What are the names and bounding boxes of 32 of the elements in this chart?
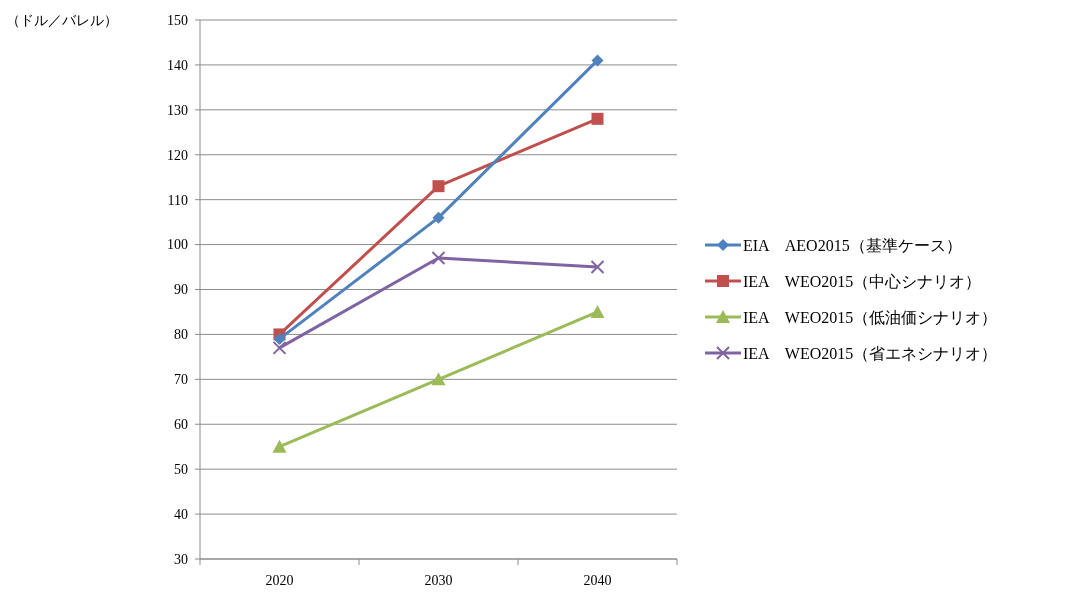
y-tick-label: 140: [167, 57, 188, 73]
y-axis-title: （ドル／バレル）: [6, 12, 118, 28]
y-tick-label: 150: [167, 12, 188, 28]
x-tick-label: 2020: [265, 573, 294, 588]
legend-label: EIA AEO2015（基準ケース）: [743, 236, 962, 254]
point: [432, 211, 445, 224]
y-tick-label: 90: [174, 282, 188, 298]
point: [431, 372, 446, 386]
legend-label: IEA WEO2015（省エネシナリオ）: [743, 344, 998, 362]
y-tick-label: 110: [167, 192, 188, 208]
point: [431, 251, 446, 266]
y-tick-label: 80: [174, 327, 188, 343]
legend-label: IEA WEO2015（低油価シナリオ）: [743, 308, 998, 326]
y-tick-label: 130: [167, 102, 188, 118]
point: [272, 439, 287, 453]
point: [591, 54, 604, 67]
x-tick-label: 2030: [424, 573, 453, 588]
point: [272, 340, 287, 355]
legend-label: IEA WEO2015（中心シナリオ）: [743, 272, 982, 290]
point: [432, 180, 445, 193]
point: [590, 304, 605, 318]
y-tick-label: 120: [167, 147, 188, 163]
point: [273, 332, 286, 345]
x-tick-label: 2040: [583, 573, 612, 588]
y-tick-label: 100: [167, 237, 188, 253]
y-tick-label: 30: [174, 551, 188, 567]
y-tick-label: 70: [174, 372, 188, 388]
y-tick-label: 60: [174, 417, 188, 433]
y-tick-label: 50: [174, 462, 188, 478]
y-tick-label: 40: [174, 506, 188, 522]
point: [590, 260, 605, 275]
point: [591, 112, 604, 125]
